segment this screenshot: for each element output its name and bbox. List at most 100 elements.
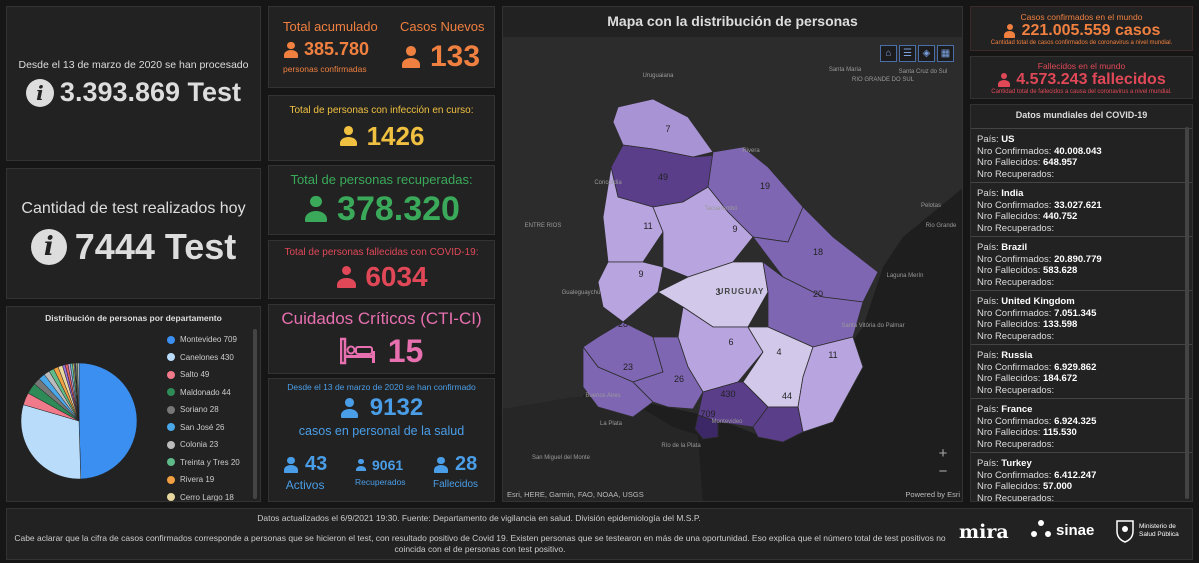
layers-icon[interactable]: ◈ [918, 45, 935, 62]
world-country-field: Nro Confirmados: 6.929.862 [977, 362, 1186, 374]
pie-legend-scrollbar[interactable] [253, 329, 257, 499]
world-list[interactable]: País: US Nro Confirmados: 40.008.043 Nro F… [971, 128, 1192, 502]
total-acumulado-row: 385.780 [283, 39, 369, 60]
world-country-field: País: France [977, 404, 1186, 416]
map-department[interactable] [602, 166, 664, 263]
salud-panel: Desde el 13 de marzo de 2020 se han conf… [268, 378, 495, 502]
person-icon [433, 456, 449, 473]
pie-legend-item[interactable]: Treinta y Tres 20 [167, 454, 257, 472]
zoom-out-button[interactable]: − [938, 463, 948, 480]
pie-legend-item[interactable]: Soriano 28 [167, 401, 257, 419]
pie-slice-flores[interactable] [77, 362, 80, 422]
world-list-scrollbar[interactable] [1185, 127, 1189, 499]
map-place-label: Río de la Plata [661, 443, 701, 449]
field-label: País: [977, 350, 1002, 361]
zoom-in-button[interactable]: + [938, 445, 948, 462]
field-value: France [1001, 404, 1033, 415]
field-value: 115.530 [1043, 427, 1077, 438]
salud-activos-label: Activos [285, 478, 325, 492]
legend-dot [167, 388, 175, 397]
map-department[interactable] [752, 406, 804, 443]
map-department[interactable] [582, 345, 654, 418]
world-country-item[interactable]: País: United Kingdom Nro Confirmados: 7.0… [971, 290, 1192, 344]
pie-legend-item[interactable]: Colonia 23 [167, 436, 257, 454]
salud-value: 9132 [369, 394, 424, 421]
map-department-label: 26 [674, 374, 684, 384]
world-country-item[interactable]: País: Turkey Nro Confirmados: 6.412.247 Nr… [971, 452, 1192, 502]
map-powered: Powered by Esri [905, 490, 960, 499]
world-confirmed-value: 221.005.559 casos [1021, 21, 1161, 39]
world-country-field: País: US [977, 134, 1186, 146]
pie-legend-item[interactable]: Montevideo 709 [167, 331, 257, 349]
map-department[interactable] [652, 186, 754, 278]
field-value: 583.628 [1043, 265, 1078, 276]
field-label: Nro Fallecidos: [977, 481, 1043, 492]
world-country-field: Nro Recuperados: [977, 169, 1186, 181]
map-department-label: 28 [618, 319, 628, 329]
map-department-label: 19 [760, 181, 770, 191]
pie-legend-item[interactable]: Salto 49 [167, 366, 257, 384]
world-country-field: Nro Fallecidos: 133.598 [977, 319, 1186, 331]
map-department[interactable] [797, 336, 864, 433]
casos-nuevos-value: 133 [430, 40, 481, 73]
total-acumulado-value: 385.780 [304, 39, 370, 59]
pie-legend-item[interactable]: San José 26 [167, 419, 257, 437]
map-place-label: Laguna Merín [886, 273, 923, 279]
map-department-label: 11 [643, 221, 652, 231]
world-deaths-value: 4.573.243 fallecidos [1016, 70, 1166, 88]
pie-legend-item[interactable]: Rivera 19 [167, 471, 257, 489]
legend-dot [167, 493, 175, 501]
map-panel: Mapa con la distribución de personas 7 49… [502, 6, 963, 502]
map-place-label: Rio Grande [926, 223, 957, 229]
world-country-field: Nro Recuperados: [977, 277, 1186, 289]
legend-dot [167, 335, 175, 344]
map-place-label: ENTRE RIOS [525, 223, 562, 229]
hospital-bed-icon [339, 337, 375, 365]
pie-slice-canelones[interactable] [20, 404, 82, 480]
map-toolbar: ⌂ ☰ ◈ ▦ [878, 45, 954, 62]
field-label: Nro Confirmados: [977, 469, 1055, 481]
map-departments[interactable] [582, 98, 879, 443]
field-value: 648.957 [1043, 157, 1078, 168]
legend-label: Salto 49 [180, 370, 210, 380]
person-icon [303, 196, 329, 222]
person-icon [400, 46, 422, 68]
person-icon [335, 265, 357, 288]
home-icon[interactable]: ⌂ [880, 45, 897, 62]
basemap-icon[interactable]: ▦ [937, 45, 954, 62]
world-deaths-label: Fallecidos en el mundo [1037, 60, 1126, 71]
recuperadas-panel: Total de personas recuperadas: 378.320 [268, 165, 495, 235]
pie-legend-item[interactable]: Maldonado 44 [167, 384, 257, 402]
field-value: 20.890.779 [1054, 253, 1102, 265]
cti-row: 15 [339, 333, 423, 370]
world-country-item[interactable]: País: US Nro Confirmados: 40.008.043 Nro F… [971, 128, 1192, 182]
world-country-field: Nro Recuperados: [977, 493, 1186, 502]
legend-icon[interactable]: ☰ [899, 45, 916, 62]
pie-legend-item[interactable]: Canelones 430 [167, 349, 257, 367]
world-deaths-sub: Cantidad total de fallecidos a causa del… [991, 88, 1172, 95]
field-label: País: [977, 404, 1002, 415]
map-department[interactable] [694, 414, 719, 440]
fallecidas-label: Total de personas fallecidas con COVID-1… [284, 246, 479, 258]
world-country-item[interactable]: País: Brazil Nro Confirmados: 20.890.779 N… [971, 236, 1192, 290]
world-confirmed-panel: Casos confirmados en el mundo 221.005.55… [970, 6, 1193, 51]
pie-legend-item[interactable]: Cerro Largo 18 [167, 489, 257, 501]
world-country-item[interactable]: País: France Nro Confirmados: 6.924.325 Nr… [971, 398, 1192, 452]
field-value: US [1001, 134, 1015, 145]
world-country-item[interactable]: País: Russia Nro Confirmados: 6.929.862 Nr… [971, 344, 1192, 398]
world-confirmed-label: Casos confirmados en el mundo [1020, 11, 1143, 22]
map-department-label: 11 [828, 350, 837, 360]
field-value: 133.598 [1043, 319, 1078, 330]
sinae-logo: sinae [1030, 519, 1094, 541]
map-department[interactable] [632, 336, 704, 410]
salud-sub: casos en personal de la salud [298, 424, 465, 438]
field-label: País: [977, 188, 1002, 199]
map-canvas[interactable]: 7 49 19 11 9 18 9 3 20 28 6 4 11 23 26 430 44 709 URUGUAY … [503, 37, 963, 502]
map-department[interactable] [597, 261, 664, 323]
pie-slice-montevideo[interactable] [78, 362, 138, 480]
salud-caption: Desde el 13 de marzo de 2020 se han conf… [287, 382, 476, 392]
map-title: Mapa con la distribución de personas [503, 7, 962, 37]
mira-logo: mira [959, 521, 1009, 543]
world-country-item[interactable]: País: India Nro Confirmados: 33.027.621 Nr… [971, 182, 1192, 236]
